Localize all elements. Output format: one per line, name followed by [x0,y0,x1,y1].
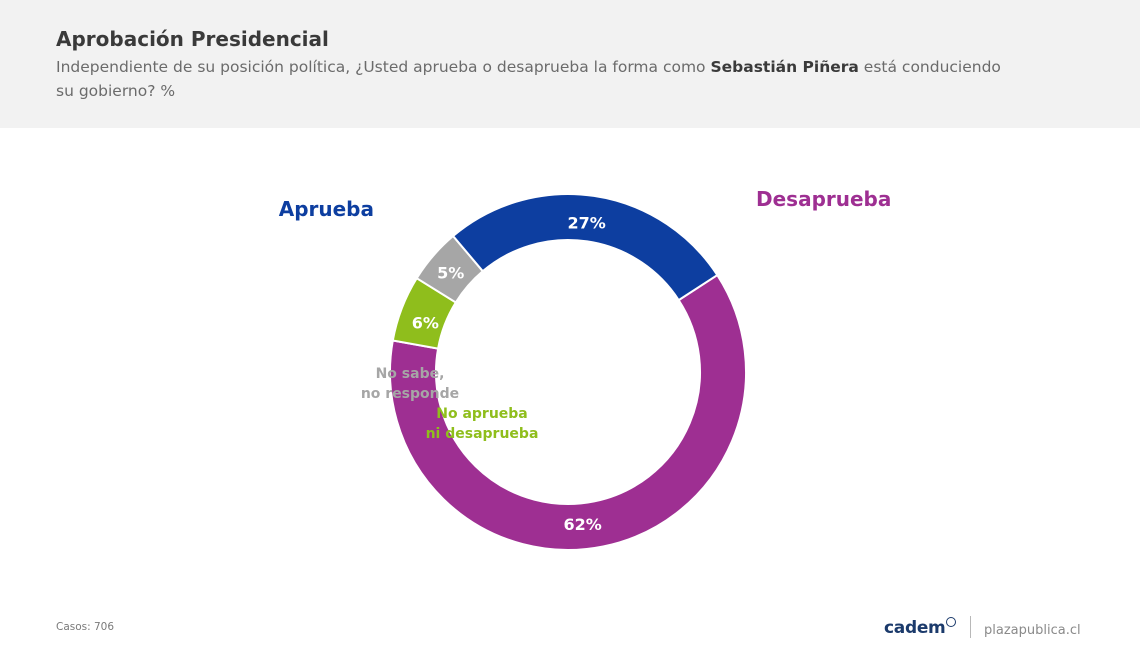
slice-value-label: 6% [412,313,439,332]
donut-slice [389,273,747,551]
question-text: Independiente de su posición política, ¿… [56,55,1016,103]
slice-value-label: 27% [567,214,605,233]
cadem-logo: cadem [884,617,957,638]
footer-divider [970,616,971,638]
brand-ring-icon [946,617,957,627]
question-name: Sebastián Piñera [710,58,859,76]
donut-slice [451,193,719,302]
donut-chart: 62% Desaprueba 6% No aprueba ni desaprueba 5%… [279,187,891,551]
question-part1: Independiente de su posición política, ¿… [56,58,711,76]
chart-title: Aprobación Presidencial [56,27,329,51]
cases-count: Casos: 706 [56,621,115,633]
site-link[interactable]: plazapublica.cl [984,623,1081,638]
slice-category-label: No aprueba ni desaprueba [426,406,539,442]
slice-category-label: Aprueba [279,197,374,221]
slice-value-label: 62% [563,515,601,534]
slice-category-label: No sabe, no responde [361,366,459,402]
brand-text: cadem [884,618,946,638]
slice-value-label: 5% [437,264,464,283]
slice-category-label: Desaprueba [756,187,891,211]
question-part2: está conduciendo su gobierno? % [56,58,1001,100]
header-band: Aprobación Presidencial Independiente de… [0,0,1140,128]
